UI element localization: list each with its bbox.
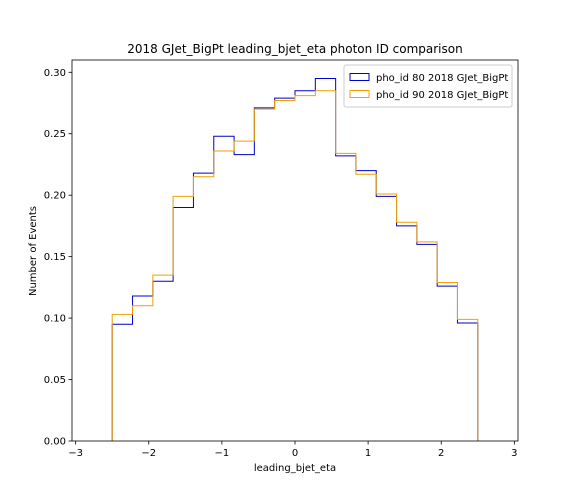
legend-box: [343, 64, 513, 108]
x-tick-label: 2: [438, 448, 444, 459]
chart-title: 2018 GJet_BigPt leading_bjet_eta photon …: [127, 42, 462, 56]
y-tick-label: 0.10: [44, 314, 66, 325]
legend-label-2: pho_id 90 2018 GJet_BigPt: [376, 90, 508, 101]
legend-label-1: pho_id 80 2018 GJet_BigPt: [376, 73, 508, 84]
series-layer: [111, 77, 479, 441]
y-tick-label: 0.25: [44, 129, 66, 140]
x-axis-label: leading_bjet_eta: [254, 463, 336, 474]
legend-swatch-1: [349, 73, 370, 81]
legend-swatch-2: [349, 90, 370, 98]
y-tick-label: 0.15: [44, 252, 66, 263]
y-tick-label: 0.30: [44, 68, 66, 79]
series-line-2: [111, 90, 479, 441]
x-axis: −3 −2 −1 0 1 2 3: [68, 441, 518, 459]
legend: pho_id 80 2018 GJet_BigPt pho_id 90 2018 …: [343, 64, 513, 108]
x-tick-label: −1: [215, 448, 230, 459]
y-tick-label: 0.05: [44, 375, 66, 386]
x-tick-label: 1: [365, 448, 371, 459]
y-tick-label: 0.20: [44, 191, 66, 202]
x-tick-label: −2: [141, 448, 156, 459]
x-tick-label: −3: [68, 448, 83, 459]
x-tick-label: 3: [511, 448, 517, 459]
y-axis-label: Number of Events: [28, 206, 39, 296]
y-axis: 0.00 0.05 0.10 0.15 0.20 0.25 0.30: [44, 68, 72, 448]
x-tick-label: 0: [292, 448, 298, 459]
y-tick-label: 0.00: [44, 437, 66, 448]
